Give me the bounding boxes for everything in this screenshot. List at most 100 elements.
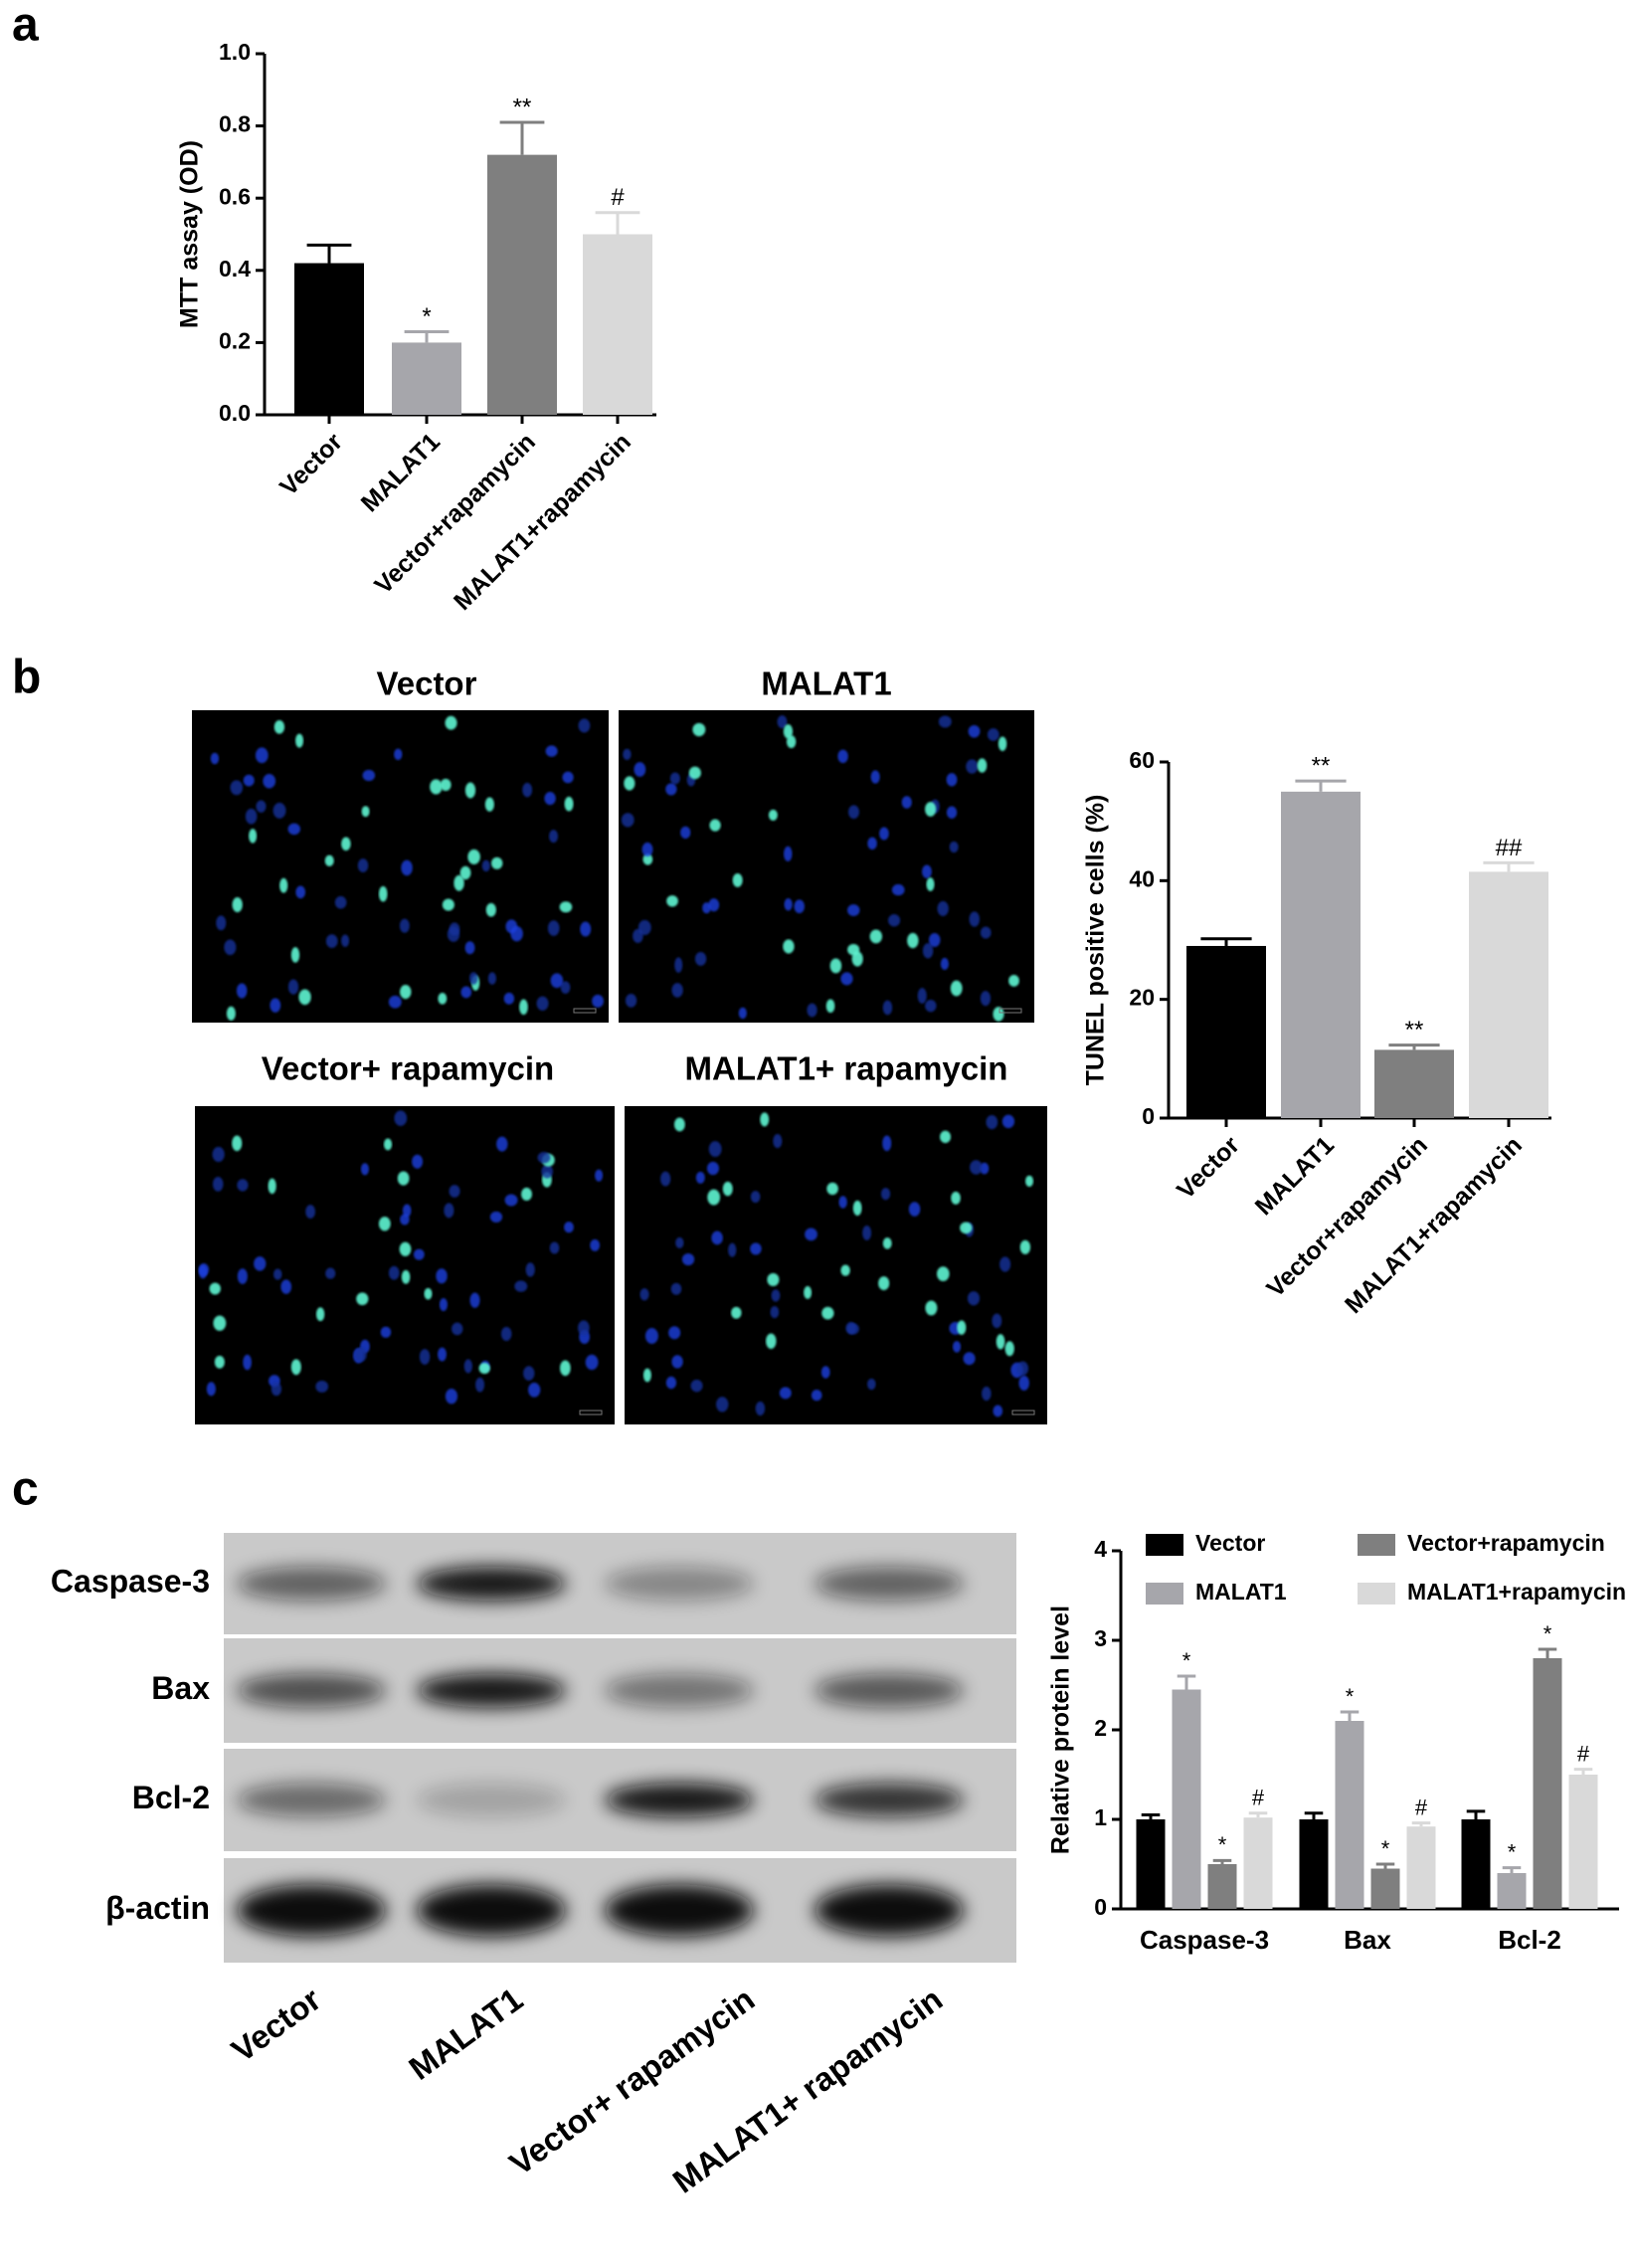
nucleus	[777, 715, 788, 729]
nucleus	[324, 854, 334, 866]
nucleus	[464, 782, 476, 799]
nucleus	[838, 1196, 847, 1209]
nucleus	[559, 901, 573, 913]
nucleus	[1016, 1361, 1029, 1376]
nucleus	[439, 1297, 449, 1312]
nucleus	[998, 736, 1007, 752]
nucleus	[290, 947, 300, 963]
nucleus	[879, 827, 889, 841]
nucleus	[908, 1202, 921, 1217]
nucleus	[970, 1160, 983, 1175]
nucleus	[485, 902, 496, 917]
nucleus	[967, 1291, 981, 1306]
nucleus	[681, 1252, 695, 1266]
nucleus	[270, 998, 281, 1013]
nucleus	[623, 748, 632, 761]
nucleus	[770, 1305, 780, 1319]
bar	[1533, 1658, 1562, 1909]
bar	[1243, 1817, 1273, 1909]
nucleus	[665, 1376, 677, 1390]
bar	[1461, 1819, 1491, 1909]
nucleus	[634, 762, 646, 777]
nucleus	[212, 1146, 225, 1163]
nucleus	[887, 914, 901, 927]
nucleus	[670, 1282, 682, 1295]
nucleus	[523, 1366, 535, 1381]
nucleus	[243, 774, 255, 787]
nucleus	[354, 1347, 367, 1363]
nucleus	[671, 1355, 683, 1369]
nucleus	[707, 1189, 721, 1206]
nucleus	[445, 1388, 458, 1405]
annotation: #	[611, 184, 625, 211]
nucleus	[341, 934, 350, 948]
nucleus	[968, 724, 981, 738]
nucleus	[445, 715, 457, 730]
bar	[1299, 1819, 1329, 1909]
nucleus	[688, 766, 701, 780]
nucleus	[625, 993, 637, 1008]
nucleus	[550, 973, 564, 989]
nucleus	[807, 1003, 817, 1018]
panel-label: a	[12, 0, 39, 52]
nucleus	[595, 1169, 604, 1182]
nucleus	[213, 1315, 227, 1331]
nucleus	[671, 983, 683, 998]
nucleus	[519, 999, 528, 1016]
nucleus	[548, 830, 559, 844]
nucleus	[969, 911, 981, 927]
annotation: *	[1218, 1832, 1227, 1857]
nucleus	[325, 934, 338, 948]
bar	[1374, 1049, 1454, 1118]
nucleus	[760, 1112, 770, 1127]
micrograph	[625, 1106, 1047, 1424]
nucleus	[878, 1276, 890, 1291]
nucleus	[1008, 975, 1019, 987]
nucleus	[820, 1366, 830, 1379]
y-tick-label: 3	[1094, 1625, 1107, 1651]
nucleus	[1018, 1375, 1029, 1391]
nucleus	[198, 1264, 208, 1279]
nucleus	[478, 1362, 490, 1375]
annotation: #	[1577, 1741, 1590, 1766]
nucleus	[951, 1191, 961, 1205]
bar	[1469, 871, 1548, 1118]
micrograph	[619, 710, 1034, 1023]
annotation: **	[1312, 752, 1331, 779]
nucleus	[209, 1282, 221, 1295]
blot-band	[815, 1884, 964, 1937]
nucleus	[811, 1389, 822, 1402]
nucleus	[460, 986, 472, 999]
nucleus	[400, 984, 412, 1000]
nucleus	[784, 846, 793, 861]
nucleus	[436, 1268, 448, 1284]
nucleus	[694, 951, 707, 966]
nucleus	[226, 1006, 236, 1021]
y-tick-label: 4	[1094, 1536, 1107, 1562]
nucleus	[936, 1266, 950, 1281]
legend-swatch	[1146, 1583, 1183, 1605]
nucleus	[210, 752, 220, 765]
legend-swatch	[1146, 1534, 1183, 1556]
nucleus	[999, 1256, 1011, 1272]
nucleus	[981, 1386, 992, 1402]
y-tick-label: 0	[1142, 1103, 1155, 1129]
bar	[392, 342, 461, 415]
nucleus	[525, 1262, 535, 1277]
nucleus	[268, 1178, 276, 1195]
blot-band	[417, 1783, 566, 1817]
nucleus	[237, 1179, 249, 1192]
panel-label: c	[12, 1463, 39, 1516]
nucleus	[624, 776, 635, 791]
nucleus	[503, 992, 515, 1005]
nucleus	[639, 1288, 649, 1301]
nucleus	[481, 859, 490, 872]
nucleus	[541, 1164, 554, 1179]
nucleus	[986, 1114, 999, 1130]
nucleus	[295, 885, 306, 899]
nucleus	[880, 1188, 891, 1201]
bar	[487, 154, 557, 415]
nucleus	[771, 1289, 781, 1302]
nucleus	[738, 1007, 747, 1020]
